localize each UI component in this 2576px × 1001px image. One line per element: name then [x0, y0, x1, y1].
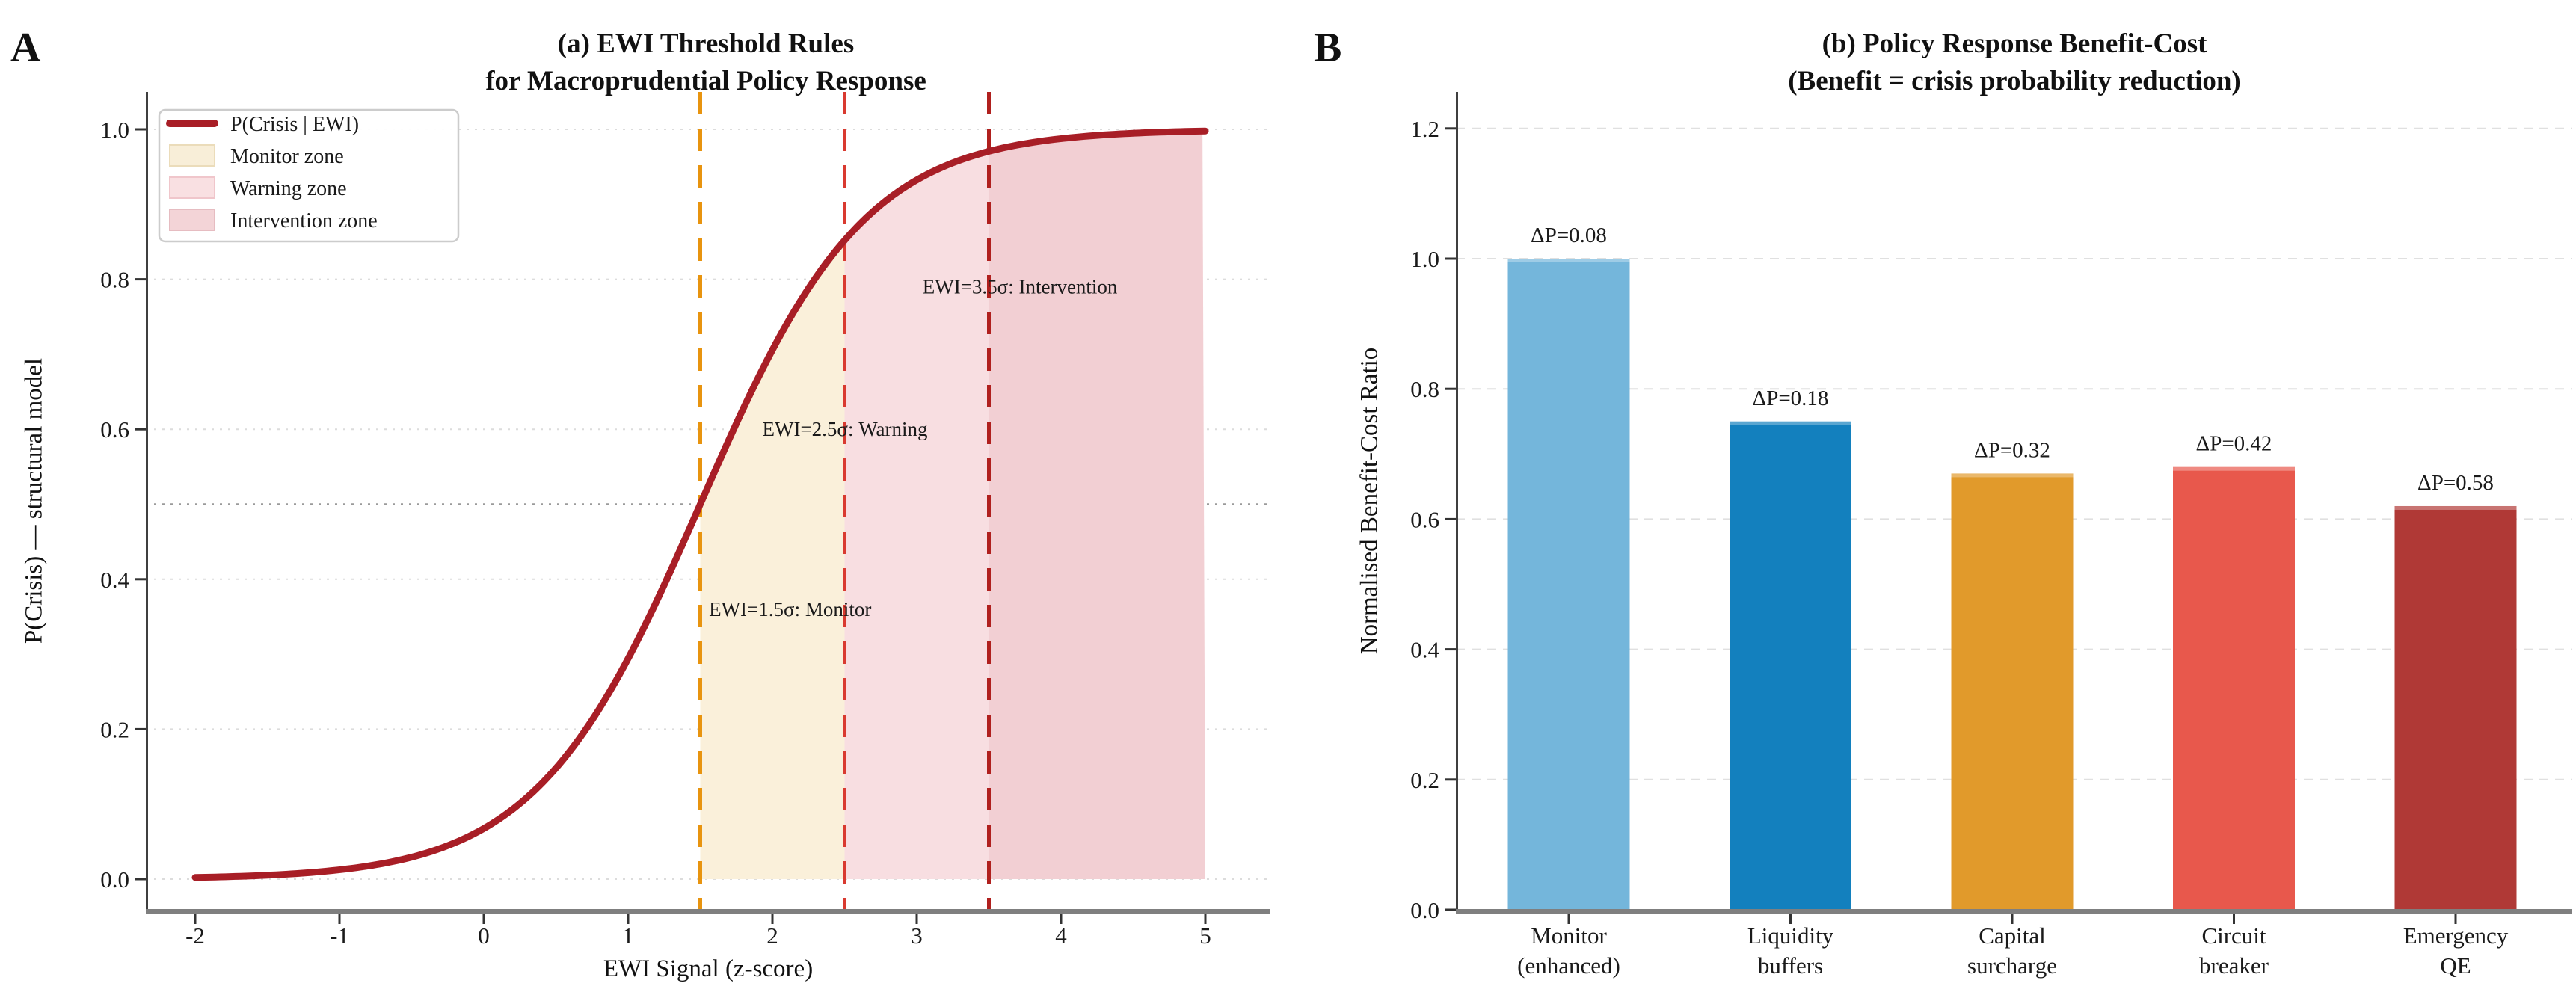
bar-value-label: ΔP=0.58: [2417, 471, 2494, 495]
panel-b-ytick-label: 0.4: [1410, 637, 1439, 663]
panel-a-ytick-label: 0.0: [100, 866, 129, 893]
panel-b-category-label-line2: surcharge: [1967, 952, 2057, 979]
legend-entry-label: Warning zone: [230, 177, 347, 200]
panel-a-xaxis-label: EWI Signal (z-score): [603, 955, 814, 982]
bar-top-edge: [2173, 466, 2295, 471]
bar-top-edge: [1507, 259, 1630, 262]
panel-b-title-line2: (Benefit = crisis probability reduction): [1788, 66, 2241, 96]
panel-b-category-label-line1: Circuit: [2201, 923, 2266, 949]
panel-b-letter: B: [1314, 25, 1342, 71]
panel-a-annotation-intervention: EWI=3.5σ: Intervention: [923, 276, 1118, 298]
panel-a-zone-fill-monitor: [700, 240, 845, 879]
bar-value-label: ΔP=0.08: [1531, 224, 1607, 247]
panel-a-xtick-label: -1: [330, 923, 349, 949]
panel-a-annotation-monitor: EWI=1.5σ: Monitor: [709, 598, 871, 620]
bar-value-label: ΔP=0.42: [2196, 432, 2272, 456]
panel-a-xtick-label: 0: [478, 923, 490, 949]
panel-a-xtick-label: 3: [911, 923, 923, 949]
panel-a-title-line1: (a) EWI Threshold Rules: [557, 28, 855, 59]
panel-a-ytick-label: 0.2: [100, 716, 129, 742]
panel-a-ytick-label: 0.6: [100, 416, 129, 443]
bar-value-label: ΔP=0.18: [1753, 386, 1829, 410]
legend-swatch-patch: [169, 176, 215, 199]
bar-monitor: [1507, 259, 1630, 910]
panel-b-category-label-line2: QE: [2440, 952, 2471, 979]
panel-b-category-label-line1: Emergency: [2403, 923, 2509, 949]
panel-b-category-label-line2: buffers: [1758, 952, 1823, 979]
bar-top-edge: [1730, 421, 1851, 425]
panel-a-title-line2: for Macroprudential Policy Response: [485, 66, 926, 96]
panel-b-ytick-label: 1.0: [1410, 246, 1439, 272]
bar-capital: [1951, 473, 2074, 910]
legend-entry-label: P(Crisis | EWI): [230, 113, 359, 136]
panel-b-category-label-line2: breaker: [2199, 952, 2269, 979]
panel-b-category-label-line1: Capital: [1979, 923, 2046, 949]
legend-entry-label: Monitor zone: [230, 145, 344, 168]
panel-a-xtick-label: 2: [766, 923, 778, 949]
panel-a-xtick-label: 5: [1199, 923, 1211, 949]
panel-a-ytick-label: 0.8: [100, 267, 129, 293]
panel-b-ytick-label: 0.2: [1410, 767, 1439, 793]
panel-b-category-label-line1: Liquidity: [1747, 923, 1834, 949]
legend-swatch-line: [166, 120, 218, 127]
panel-b-ytick-label: 0.6: [1410, 506, 1439, 532]
panel-a-legend-box: [158, 108, 460, 243]
bar-circuit: [2173, 466, 2295, 910]
panel-a-letter: A: [10, 25, 41, 71]
panel-a-ytick-label: 1.0: [100, 117, 129, 143]
panel-a-xtick-label: 4: [1055, 923, 1067, 949]
legend-swatch-patch: [169, 144, 215, 167]
bar-emergency: [2394, 505, 2517, 910]
bar-liquidity: [1730, 421, 1851, 910]
panel-b-ytick-label: 0.0: [1410, 897, 1439, 923]
bar-top-edge: [2394, 505, 2517, 510]
panel-b-ytick-label: 0.8: [1410, 376, 1439, 402]
bar-value-label: ΔP=0.32: [1974, 438, 2050, 462]
panel-a-xtick-label: 1: [622, 923, 634, 949]
panel-a-zone-fill-warning: [844, 151, 989, 880]
panel-b-title-line1: (b) Policy Response Benefit-Cost: [1822, 28, 2207, 59]
panel-b-category-label-line2: (enhanced): [1517, 952, 1620, 979]
panel-a-zone-fill-intervention: [989, 131, 1205, 879]
panel-b-ytick-label: 1.2: [1410, 116, 1439, 142]
legend-entry-label: Intervention zone: [230, 209, 378, 232]
panel-a-ytick-label: 0.4: [100, 567, 129, 593]
panel-b-category-label-line1: Monitor: [1531, 923, 1607, 949]
bar-top-edge: [1951, 473, 2074, 478]
legend-swatch-patch: [169, 209, 215, 231]
panel-a-xtick-label: -2: [185, 923, 205, 949]
panel-a-annotation-warning: EWI=2.5σ: Warning: [762, 418, 927, 440]
crisis-probability-curve: [191, 127, 1209, 881]
